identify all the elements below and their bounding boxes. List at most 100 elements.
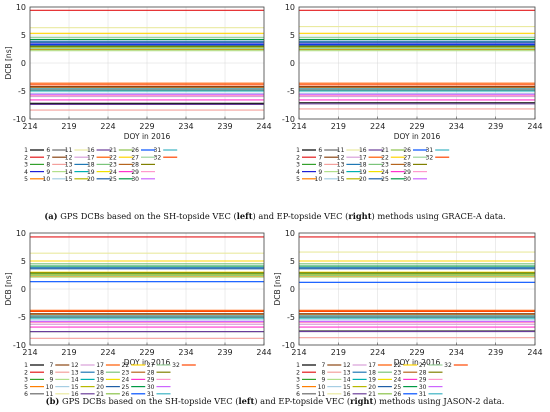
legend-label-prn-12: 12 bbox=[65, 154, 73, 161]
x-tick-label: 234 bbox=[178, 122, 193, 131]
x-tick-label: 234 bbox=[449, 122, 464, 131]
legend-label-prn-29: 29 bbox=[403, 169, 411, 176]
legend-label-prn-19: 19 bbox=[368, 377, 376, 384]
legend-label-prn-20: 20 bbox=[368, 384, 376, 391]
y-tick-label: 5 bbox=[290, 257, 295, 266]
legend-label-prn-22: 22 bbox=[109, 154, 117, 161]
caption-tag: (b) bbox=[45, 396, 60, 406]
legend-label-prn-9: 9 bbox=[49, 377, 53, 384]
x-tick-label: 229 bbox=[139, 122, 154, 131]
legend-label-prn-32: 32 bbox=[444, 362, 452, 369]
y-axis-label: DCB [ns] bbox=[273, 272, 282, 305]
legend-label-prn-8: 8 bbox=[321, 369, 325, 376]
caption-b: (b) GPS DCBs based on the SH-topside VEC… bbox=[0, 396, 550, 406]
x-tick-label: 219 bbox=[61, 122, 76, 131]
legend-label-prn-14: 14 bbox=[343, 377, 351, 384]
legend-label-prn-16: 16 bbox=[71, 391, 79, 398]
x-tick-label: 239 bbox=[217, 348, 232, 357]
legend-label-prn-23: 23 bbox=[122, 369, 130, 376]
legend-label-prn-15: 15 bbox=[65, 176, 73, 183]
legend-label-prn-8: 8 bbox=[49, 369, 53, 376]
y-axis-label: DCB [ns] bbox=[4, 46, 13, 79]
legend-label-prn-3: 3 bbox=[24, 377, 28, 384]
x-tick-label: 229 bbox=[139, 348, 154, 357]
legend-label-prn-27: 27 bbox=[419, 362, 427, 369]
y-tick-label: -5 bbox=[18, 87, 26, 96]
legend-label-prn-16: 16 bbox=[87, 147, 95, 154]
legend-label-prn-24: 24 bbox=[381, 169, 389, 176]
x-axis-label: DOY in 2016 bbox=[124, 358, 171, 367]
x-tick-label: 234 bbox=[449, 348, 464, 357]
legend-label-prn-32: 32 bbox=[154, 154, 162, 161]
legend-label-prn-31: 31 bbox=[154, 147, 162, 154]
legend-label-prn-15: 15 bbox=[337, 176, 345, 183]
y-tick-label: -5 bbox=[287, 87, 295, 96]
legend: 1234567891011121314151617181920212223242… bbox=[296, 147, 450, 183]
x-tick-label: 219 bbox=[331, 348, 346, 357]
caption-tag: (a) bbox=[44, 211, 58, 221]
y-tick-label: 10 bbox=[16, 3, 26, 12]
legend-label-prn-3: 3 bbox=[24, 162, 28, 169]
legend-label-prn-7: 7 bbox=[46, 154, 50, 161]
legend-label-prn-21: 21 bbox=[381, 147, 389, 154]
legend-label-prn-8: 8 bbox=[46, 162, 50, 169]
legend-label-prn-31: 31 bbox=[147, 391, 155, 398]
legend-label-prn-27: 27 bbox=[147, 362, 155, 369]
legend-label-prn-24: 24 bbox=[394, 377, 402, 384]
legend-label-prn-18: 18 bbox=[368, 369, 376, 376]
legend-label-prn-16: 16 bbox=[359, 147, 367, 154]
caption-text: left bbox=[238, 396, 255, 406]
legend-label-prn-8: 8 bbox=[318, 162, 322, 169]
x-tick-label: 224 bbox=[370, 348, 385, 357]
legend-label-prn-7: 7 bbox=[318, 154, 322, 161]
y-tick-label: 0 bbox=[290, 285, 295, 294]
legend-label-prn-28: 28 bbox=[419, 369, 427, 376]
legend-label-prn-28: 28 bbox=[131, 162, 139, 169]
legend-label-prn-2: 2 bbox=[24, 154, 28, 161]
legend-label-prn-18: 18 bbox=[359, 162, 367, 169]
legend-label-prn-13: 13 bbox=[71, 369, 79, 376]
legend-label-prn-6: 6 bbox=[46, 147, 50, 154]
legend-label-prn-16: 16 bbox=[343, 391, 351, 398]
y-tick-label: 10 bbox=[285, 229, 295, 238]
y-tick-label: 10 bbox=[16, 229, 26, 238]
caption-text: GPS DCBs based on the SH-topside VEC ( bbox=[57, 211, 237, 221]
x-axis-label: DOY in 2016 bbox=[394, 358, 441, 367]
legend-label-prn-17: 17 bbox=[368, 362, 376, 369]
legend-label-prn-10: 10 bbox=[46, 384, 54, 391]
x-tick-label: 239 bbox=[488, 122, 503, 131]
legend-label-prn-9: 9 bbox=[46, 169, 50, 176]
legend-label-prn-5: 5 bbox=[296, 176, 300, 183]
y-tick-label: -10 bbox=[13, 341, 26, 350]
legend-label-prn-3: 3 bbox=[296, 162, 300, 169]
caption-text: right bbox=[350, 396, 374, 406]
legend-label-prn-24: 24 bbox=[109, 169, 117, 176]
legend-label-prn-20: 20 bbox=[87, 176, 95, 183]
legend-label-prn-32: 32 bbox=[172, 362, 180, 369]
x-tick-label: 239 bbox=[217, 122, 232, 131]
y-tick-label: -10 bbox=[282, 115, 295, 124]
legend-label-prn-22: 22 bbox=[381, 154, 389, 161]
legend-label-prn-28: 28 bbox=[147, 369, 155, 376]
legend-label-prn-27: 27 bbox=[131, 154, 139, 161]
y-tick-label: 10 bbox=[285, 3, 295, 12]
legend-label-prn-6: 6 bbox=[296, 391, 300, 398]
legend-label-prn-17: 17 bbox=[96, 362, 104, 369]
caption-text: ) and EP-topside VEC ( bbox=[254, 396, 351, 406]
legend-label-prn-11: 11 bbox=[65, 147, 73, 154]
y-tick-label: -10 bbox=[13, 115, 26, 124]
legend: 1234567891011121314151617181920212223242… bbox=[24, 147, 178, 183]
y-axis-label: DCB [ns] bbox=[4, 272, 13, 305]
legend-label-prn-15: 15 bbox=[343, 384, 351, 391]
caption-text: ) methods using JASON-2 data. bbox=[373, 396, 505, 406]
legend-label-prn-12: 12 bbox=[343, 362, 351, 369]
legend-label-prn-26: 26 bbox=[394, 391, 402, 398]
legend: 1235678910111213141516171819202122232425… bbox=[296, 362, 468, 398]
x-tick-label: 244 bbox=[256, 348, 271, 357]
x-tick-label: 224 bbox=[370, 122, 385, 131]
legend-label-prn-23: 23 bbox=[394, 369, 402, 376]
legend-label-prn-10: 10 bbox=[43, 176, 51, 183]
